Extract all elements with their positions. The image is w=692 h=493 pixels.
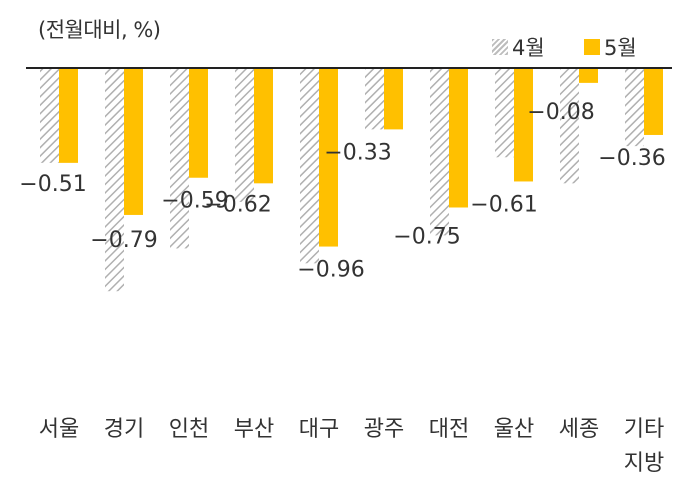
bar-april-6 bbox=[365, 68, 384, 130]
bar-april-4 bbox=[235, 68, 254, 202]
data-label-may-8: −0.61 bbox=[470, 192, 537, 217]
data-label-may-2: −0.79 bbox=[90, 228, 157, 253]
category-label-5: 대구 bbox=[284, 413, 354, 447]
category-label-8: 울산 bbox=[479, 413, 549, 447]
bar-april-7 bbox=[430, 68, 449, 236]
bar-april-9 bbox=[560, 68, 579, 184]
category-label-line: 경기 bbox=[103, 417, 145, 442]
category-label-line: 기타 bbox=[623, 417, 665, 442]
data-label-may-10: −0.36 bbox=[598, 146, 665, 171]
data-label-may-9: −0.08 bbox=[527, 100, 594, 125]
data-label-may-4: −0.62 bbox=[204, 192, 271, 217]
data-label-may-6: −0.33 bbox=[324, 140, 391, 165]
legend-item-may: 5월 bbox=[584, 32, 637, 62]
bar-may-1 bbox=[59, 68, 78, 163]
bar-may-8 bbox=[514, 68, 533, 182]
legend-label-april: 4월 bbox=[512, 36, 545, 60]
bar-may-5 bbox=[319, 68, 338, 247]
category-label-line: 지방 bbox=[623, 451, 665, 476]
data-label-may-5: −0.96 bbox=[297, 258, 364, 283]
category-label-6: 광주 bbox=[349, 413, 419, 447]
category-label-9: 세종 bbox=[544, 413, 614, 447]
legend-label-may: 5월 bbox=[604, 36, 637, 60]
legend-item-april: 4월 bbox=[492, 32, 545, 62]
bar-april-3 bbox=[170, 68, 189, 249]
bar-april-10 bbox=[625, 68, 644, 147]
unit-label: (전월대비, %) bbox=[38, 18, 161, 42]
bar-may-9 bbox=[579, 68, 598, 83]
category-label-1: 서울 bbox=[24, 413, 94, 447]
category-label-line: 울산 bbox=[493, 417, 535, 442]
category-label-line: 대전 bbox=[428, 417, 470, 442]
category-label-line: 부산 bbox=[233, 417, 275, 442]
data-label-may-1: −0.51 bbox=[19, 172, 86, 197]
bar-may-2 bbox=[124, 68, 143, 215]
category-label-line: 광주 bbox=[363, 417, 405, 442]
category-label-4: 부산 bbox=[219, 413, 289, 447]
bar-may-3 bbox=[189, 68, 208, 178]
bar-april-2 bbox=[105, 68, 124, 292]
legend-swatch-april bbox=[492, 39, 508, 55]
bar-may-10 bbox=[644, 68, 663, 135]
bar-may-7 bbox=[449, 68, 468, 208]
bar-april-1 bbox=[40, 68, 59, 163]
category-label-2: 경기 bbox=[89, 413, 159, 447]
legend-swatch-may bbox=[584, 39, 600, 55]
category-label-3: 인천 bbox=[154, 413, 224, 447]
data-label-may-7: −0.75 bbox=[393, 225, 460, 250]
bar-april-8 bbox=[495, 68, 514, 158]
data-label-may-3: −0.59 bbox=[161, 189, 228, 214]
category-label-7: 대전 bbox=[414, 413, 484, 447]
category-label-line: 대구 bbox=[298, 417, 340, 442]
category-label-line: 서울 bbox=[38, 417, 80, 442]
bar-april-5 bbox=[300, 68, 319, 264]
bar-may-6 bbox=[384, 68, 403, 130]
category-label-line: 세종 bbox=[558, 417, 600, 442]
category-label-line: 인천 bbox=[168, 417, 210, 442]
bar-may-4 bbox=[254, 68, 273, 184]
